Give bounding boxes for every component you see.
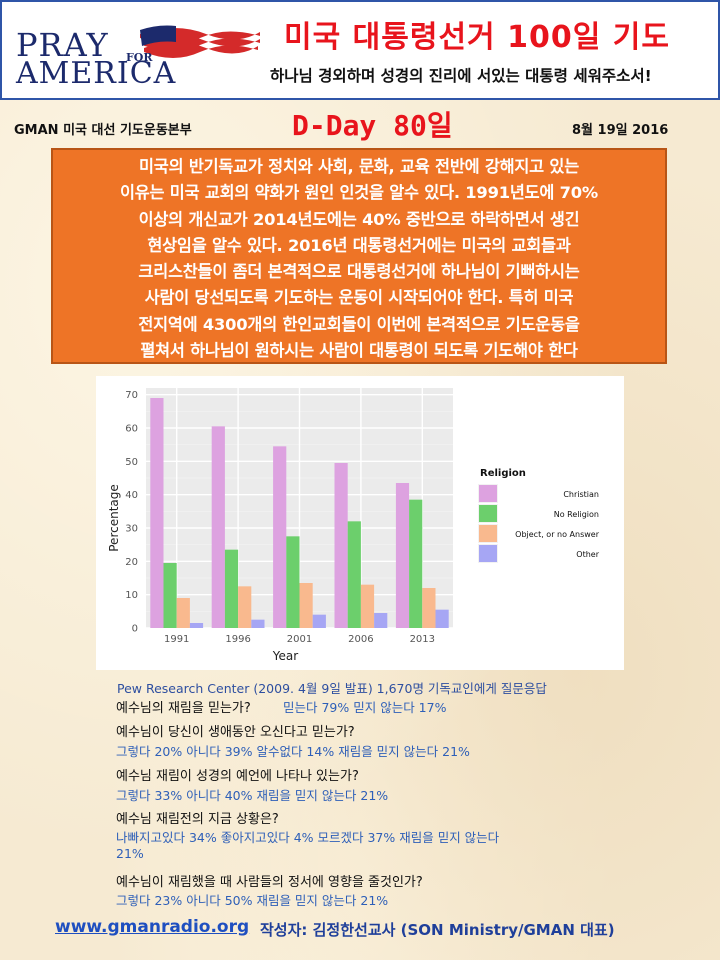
bar [189,623,204,628]
x-axis-title: Year [272,649,298,663]
legend-swatch [479,505,497,522]
survey-question: 예수님이 당신이 생애동안 오신다고 믿는가? [116,725,355,740]
survey-question: 예수님 재림전의 지금 상황은? [116,812,279,827]
y-tick-label: 40 [125,490,138,501]
logo-pray-text: PRAY [16,26,109,64]
y-tick-label: 70 [125,390,138,401]
bar [374,613,388,628]
legend-label: No Religion [554,510,599,519]
y-tick-label: 60 [125,424,138,435]
legend-swatch [479,485,497,502]
y-tick-label: 20 [125,557,138,568]
legend-label: Object, or no Answer [515,530,600,539]
bar [422,588,436,628]
religion-chart: 0 10 20 30 40 50 60 70 1991 1996 2001 2006 2013 Year P… [96,376,624,670]
survey-question: 예수님의 재림을 믿는가? [116,701,251,716]
website-link[interactable]: www.gmanradio.org [55,917,250,937]
intro-line: 크리스찬들이 좀더 본격적으로 대통령선거에 하나님이 기뻐하시는 [138,262,580,282]
survey-answer: 믿는다 79% 믿지 않는다 17% [283,700,447,715]
intro-line: 펼쳐서 하나님이 원하시는 사람이 대통령이 되도록 기도해야 한다 [140,341,578,361]
bar [409,499,423,628]
pray-for-america-logo: PRAY FOR AMERICA [16,20,260,91]
x-tick-label: 1991 [164,634,189,645]
bar [395,483,410,628]
bar [273,446,287,628]
survey-question: 예수님이 재림했을 때 사람들의 정서에 영향을 줄것인가? [116,875,423,890]
x-tick-label: 2013 [410,634,435,645]
header-subtitle: 하나님 경외하며 성경의 진리에 서있는 대통령 세워주소서! [270,67,652,85]
legend-title: Religion [480,468,526,479]
y-tick-label: 10 [125,590,138,601]
dday-label: D-Day 80일 [292,109,453,142]
intro-line: 사람이 당선되도록 기도하는 운동이 시작되어야 한다. 특히 미국 [144,288,574,308]
intro-line: 이유는 미국 교회의 약화가 원인 인것을 알수 있다. 1991년도에 70% [120,183,598,203]
header-banner: PRAY FOR AMERICA 미국 대통령선거 100일 기도 하나님 경외… [0,0,720,100]
survey-question: 예수님 재림이 성경의 예언에 나타나 있는가? [116,769,359,784]
bar [312,614,326,628]
author-credit: 작성자: 김정한선교사 (SON Ministry/GMAN 대표) [260,921,615,939]
bar [211,426,225,628]
bar [150,398,164,628]
survey-answer-continued: 21% [116,846,144,861]
bar [299,583,313,628]
survey-answer: 그렇다 20% 아니다 39% 알수없다 14% 재림을 믿지 않는다 21% [116,744,470,759]
bar [163,563,177,628]
bar [251,619,265,628]
y-tick-label: 0 [132,624,138,635]
bar [224,549,239,628]
survey-answer: 그렇다 23% 아니다 50% 재림을 믿지 않는다 21% [116,893,389,908]
flag-icon [140,24,260,58]
survey-answer: 그렇다 33% 아니다 40% 재림을 믿지 않는다 21% [116,788,389,803]
logo-for-text: FOR [126,51,153,64]
bar [360,584,375,628]
y-axis-title: Percentage [107,484,121,552]
bar [347,521,361,628]
intro-line: 전지역에 4300개의 한인교회들이 이번에 본격적으로 기도운동을 [138,314,580,334]
bar [238,586,252,628]
intro-text-box: 미국의 반기독교가 정치와 사회, 문화, 교육 전반에 강해지고 있는 이유는… [51,148,667,364]
legend-label: Christian [563,490,599,499]
org-label: GMAN 미국 대선 기도운동본부 [14,123,192,138]
x-tick-label: 2006 [348,634,373,645]
header-title: 미국 대통령선거 100일 기도 [284,20,670,55]
x-tick-label: 1996 [225,634,250,645]
legend-swatch [479,545,497,562]
intro-line: 미국의 반기독교가 정치와 사회, 문화, 교육 전반에 강해지고 있는 [139,157,579,176]
intro-line: 현상임을 알수 있다. 2016년 대통령선거에는 미국의 교회들과 [147,235,571,255]
survey-source: Pew Research Center (2009. 4월 9일 발표) 1,6… [117,681,547,696]
intro-line: 이상의 개신교가 2014년도에는 40% 중반으로 하락하면서 생긴 [138,209,580,229]
logo-america-text: AMERICA [16,56,177,91]
y-tick-label: 50 [125,457,138,468]
legend-label: Other [576,550,599,559]
bar [435,609,449,628]
y-tick-label: 30 [125,524,138,535]
date-label: 8월 19일 2016 [572,123,669,138]
bar [286,536,300,628]
bar [176,598,190,628]
survey-answer: 나빠지고있다 34% 좋아지고있다 4% 모르겠다 37% 재림을 믿지 않는다 [116,830,500,845]
x-tick-label: 2001 [287,634,312,645]
legend-swatch [479,525,497,542]
bar-chart: 0 10 20 30 40 50 60 70 1991 1996 2001 2006 2013 Year P… [107,388,600,663]
bar [334,463,348,628]
